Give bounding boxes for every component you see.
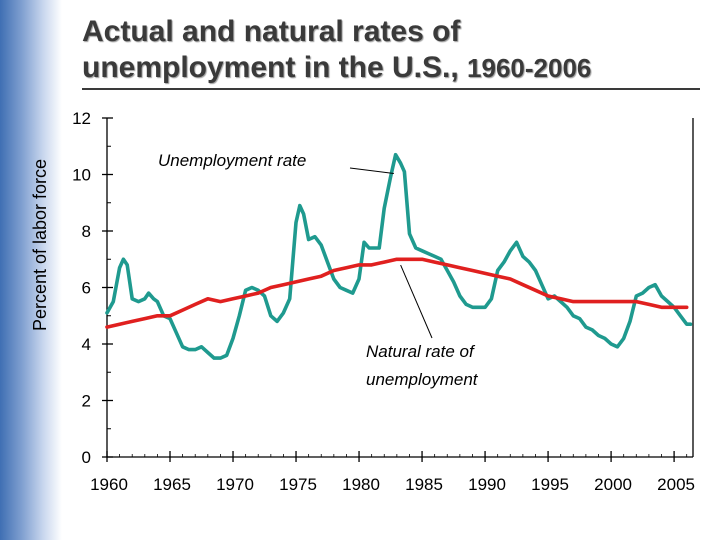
x-tick-label: 2000 <box>594 475 632 494</box>
y-tick-label: 0 <box>82 448 91 467</box>
x-tick-label: 1980 <box>342 475 380 494</box>
chart-title: Actual and natural rates of unemployment… <box>82 14 591 86</box>
y-tick-label: 4 <box>82 335 91 354</box>
x-tick-label: 1970 <box>216 475 254 494</box>
y-tick-label: 6 <box>82 279 91 298</box>
annotation-label-actual: Unemployment rate <box>158 151 306 170</box>
y-tick-label: 2 <box>82 392 91 411</box>
x-tick-label: 1995 <box>531 475 569 494</box>
y-axis-label: Percent of labor force <box>30 159 50 331</box>
chart-title-line1: Actual and natural rates of <box>82 15 461 48</box>
side-gradient-band <box>0 0 62 540</box>
title-underline <box>82 88 700 90</box>
annotation-label-natural-line1: Natural rate of <box>366 342 476 361</box>
x-tick-label: 1965 <box>153 475 191 494</box>
chart-series <box>105 152 693 360</box>
y-tick-label: 12 <box>72 109 91 128</box>
annotation-leader-actual <box>349 167 394 174</box>
x-tick-label: 1985 <box>405 475 443 494</box>
series-line-actual <box>105 152 693 360</box>
series-line-natural <box>105 257 689 329</box>
y-tick-label: 10 <box>72 166 91 185</box>
x-tick-label: 2005 <box>657 475 695 494</box>
chart-title-line2-text: unemployment in the U.S., <box>82 51 459 84</box>
chart-axes: 0 2 4 6 8 10 12 1960 1965 1970 1975 1980 1985 1990 199… <box>30 109 695 494</box>
chart-annotations: Unemployment rate Natural rate of unemploy… <box>158 151 479 389</box>
x-tick-label: 1975 <box>279 475 317 494</box>
annotation-label-natural-line2: unemployment <box>366 370 479 389</box>
chart-title-line2: unemployment in the U.S., 1960-2006 <box>82 50 591 86</box>
x-tick-label: 1990 <box>468 475 506 494</box>
annotation-leader-natural <box>400 264 433 339</box>
x-tick-label: 1960 <box>90 475 128 494</box>
y-tick-label: 8 <box>82 222 91 241</box>
chart-title-years: 1960-2006 <box>467 53 592 83</box>
